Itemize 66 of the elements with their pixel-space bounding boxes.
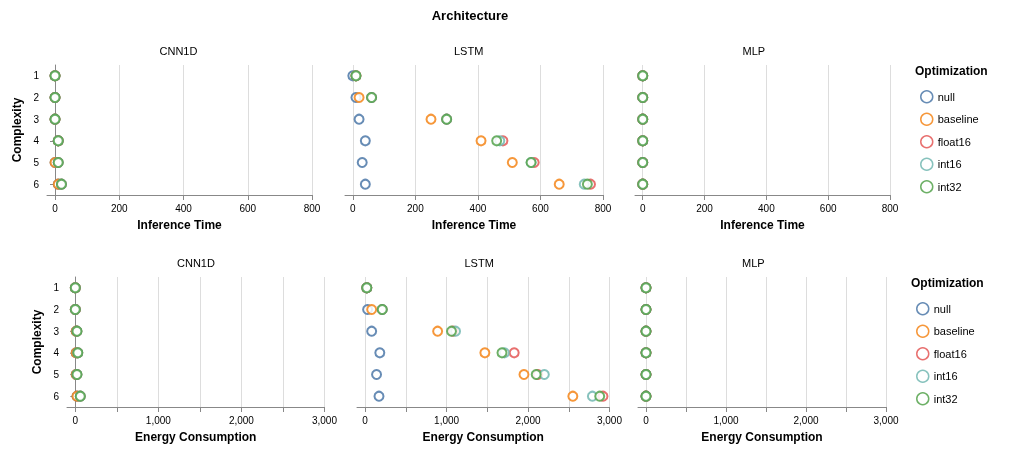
legend-label: int32 (937, 180, 962, 193)
x-tick-label: 600 (532, 202, 550, 214)
x-tick-label: 400 (469, 202, 487, 214)
legend-label: float16 (933, 347, 967, 360)
legend-label: float16 (937, 135, 971, 148)
chart-title: LSTM (464, 256, 494, 269)
chart-title: MLP (742, 256, 765, 269)
y-tick-label: 6 (33, 178, 40, 190)
chart-title: CNN1D (177, 256, 215, 269)
x-tick-label: 0 (643, 414, 650, 426)
x-axis-title: Energy Consumption (422, 430, 544, 444)
x-tick-label: 200 (110, 202, 129, 214)
x-tick-label: 800 (594, 202, 612, 214)
y-tick-label: 5 (53, 369, 60, 380)
x-tick-label: 3,000 (311, 414, 338, 426)
x-tick-label: 2,000 (228, 414, 255, 426)
text: Architecture (430, 8, 510, 23)
y-tick-label: 6 (53, 390, 60, 402)
x-tick-label: 0 (362, 414, 369, 426)
x-tick-label: 600 (239, 202, 257, 214)
x-tick-label: 0 (350, 202, 357, 214)
y-tick-label: 5 (33, 157, 40, 168)
y-tick-label: 4 (33, 135, 40, 147)
y-tick-label: 1 (33, 70, 40, 82)
legend-title: Optimization (911, 276, 984, 290)
y-axis-title: Complexity (29, 309, 44, 375)
legend-label: baseline (937, 113, 979, 126)
y-tick-label: 4 (53, 347, 60, 359)
x-tick-label: 3,000 (873, 414, 899, 426)
legend-label: null (937, 90, 955, 103)
legend-label: int16 (937, 158, 962, 171)
y-tick-label: 3 (53, 325, 60, 337)
x-tick-label: 2,000 (793, 414, 819, 426)
x-tick-label: 400 (175, 202, 193, 214)
y-tick-label: 2 (53, 304, 60, 315)
x-tick-label: 800 (303, 202, 321, 214)
x-tick-label: 2,000 (515, 414, 541, 426)
x-tick-label: 800 (881, 202, 899, 214)
x-tick-label: 1,000 (434, 414, 460, 426)
x-axis-title: Energy Consumption (701, 430, 823, 444)
legend-label: null (933, 302, 951, 315)
chart-title: CNN1D (159, 44, 198, 57)
x-tick-label: 1,000 (145, 414, 172, 426)
y-axis-title: Complexity (9, 97, 24, 163)
x-axis-title: Inference Time (431, 218, 517, 232)
x-tick-label: 200 (407, 202, 425, 214)
y-tick-label: 3 (33, 113, 40, 125)
x-axis-title: Inference Time (137, 218, 223, 232)
x-tick-label: 1,000 (713, 414, 739, 426)
x-tick-label: 0 (72, 414, 79, 426)
legend-label: int16 (933, 370, 958, 383)
y-tick-label: 2 (33, 92, 40, 103)
x-tick-label: 600 (819, 202, 837, 214)
x-axis-title: Energy Consumption (135, 430, 257, 444)
legend-title: Optimization (915, 64, 988, 78)
legend-label: baseline (933, 325, 975, 338)
x-tick-label: 200 (696, 202, 714, 214)
x-tick-label: 0 (639, 202, 646, 214)
x-tick-label: 0 (52, 202, 59, 214)
x-tick-label: 3,000 (596, 414, 623, 426)
x-axis-title: Inference Time (720, 218, 806, 232)
chart-title: LSTM (454, 44, 484, 57)
chart-title: MLP (742, 44, 766, 57)
legend-label: int32 (933, 392, 958, 405)
y-tick-label: 1 (53, 282, 60, 294)
x-tick-label: 400 (758, 202, 776, 214)
